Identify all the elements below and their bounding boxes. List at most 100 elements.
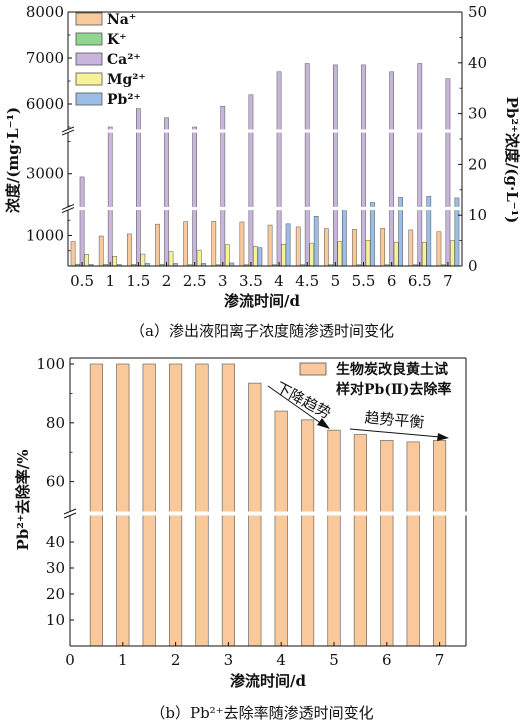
- chart-a-bars: [70, 63, 460, 267]
- x-tick-label-1: 1: [118, 651, 128, 669]
- y2-tick-label-10: 10: [468, 206, 487, 224]
- legend-label-na: Na⁺: [107, 12, 136, 28]
- legend-label-line-0: 生物炭改良黄土试: [336, 361, 448, 378]
- y-tick-label-3000: 3000: [26, 165, 64, 183]
- chart-a-axes: 1000 3000 6000 7000 8000 0 10 20 30 40 50 0.5 1 1.5 2 2…: [26, 3, 487, 290]
- y-tick-label-100: 100: [36, 355, 65, 373]
- chart-b-caption: （b）Pb²⁺去除率随渗透时间变化: [150, 704, 373, 722]
- bar-removal-1: [116, 363, 130, 647]
- y-tick-label-30: 30: [46, 559, 65, 577]
- x-tick-label-1-5: 1.5: [126, 272, 150, 290]
- x-tick-label-7: 7: [443, 272, 453, 290]
- annotation-balance-arrowhead: [437, 433, 449, 441]
- bar-na-4-5: [295, 226, 301, 267]
- bar-pb-4: [285, 223, 291, 267]
- bar-mg-3-5: [253, 246, 258, 267]
- axis-break-gap-1: [62, 129, 468, 133]
- x-tick-label-3-5: 3.5: [239, 272, 263, 290]
- y-tick-label-20: 20: [46, 585, 65, 603]
- bar-na-3-5: [239, 221, 245, 267]
- bar-ca-3-5: [248, 94, 254, 267]
- break-mark-0: [63, 508, 77, 515]
- bar-na-5-5: [352, 229, 357, 267]
- bar-removal-0-5: [89, 363, 103, 647]
- y-tick-label-7000: 7000: [26, 49, 64, 67]
- bar-na-3: [211, 221, 217, 267]
- bar-na-2: [155, 223, 160, 267]
- y-tick-label-10: 10: [46, 611, 65, 629]
- bar-mg-6: [393, 241, 399, 267]
- bar-removal-4-5: [301, 419, 315, 647]
- bar-ca-2: [164, 117, 169, 267]
- x-tick-label-7: 7: [435, 651, 445, 669]
- x-tick-label-4: 4: [274, 272, 284, 290]
- bar-removal-2: [169, 363, 183, 647]
- bar-mg-4-5: [309, 243, 315, 267]
- x-tick-label-5: 5: [331, 272, 341, 290]
- bar-ca-5: [333, 64, 338, 267]
- y-tick-label-6000: 6000: [26, 95, 64, 113]
- bar-mg-3: [224, 244, 230, 267]
- bar-ca-1: [107, 126, 113, 267]
- legend-swatch-pb: [75, 92, 103, 106]
- chart-b-ylabel: Pb²⁺去除率/%: [14, 450, 32, 551]
- y-tick-label-40: 40: [46, 533, 65, 551]
- bar-na-1-5: [127, 233, 132, 267]
- chart-a-caption: （a）渗出液阳离子浓度随渗透时间变化: [130, 322, 394, 340]
- bar-ca-5-5: [361, 64, 366, 267]
- bar-mg-1: [112, 255, 118, 267]
- y2-tick-label-50: 50: [468, 3, 487, 21]
- chart-a: 1000 3000 6000 7000 8000 0 10 20 30 40 50 0.5 1 1.5 2 2…: [4, 3, 521, 340]
- bar-mg-6-5: [421, 241, 427, 267]
- bar-removal-2-5: [195, 363, 209, 647]
- legend-swatch-mg: [75, 72, 103, 86]
- bar-na-4: [267, 224, 273, 267]
- bar-pb-5-5: [370, 202, 375, 267]
- legend-swatch-ca: [75, 52, 103, 66]
- bar-na-7: [436, 231, 442, 267]
- y2-tick-label-30: 30: [468, 105, 487, 123]
- x-tick-label-1: 1: [105, 272, 115, 290]
- bar-pb-6-5: [426, 196, 432, 267]
- bar-removal-4: [274, 410, 288, 647]
- bar-ca-4-5: [304, 63, 310, 267]
- legend-label-mg: Mg²⁺: [107, 72, 146, 88]
- chart-b-bars: [89, 363, 447, 647]
- bar-ca-2-5: [192, 126, 197, 267]
- y2-tick-label-0: 0: [468, 257, 478, 275]
- bar-mg-0-5: [84, 254, 89, 267]
- legend-label-k: K⁺: [107, 32, 127, 48]
- axis-break-gap-0: [62, 206, 468, 211]
- x-tick-label-5-5: 5.5: [352, 272, 376, 290]
- x-tick-label-0-5: 0.5: [70, 272, 94, 290]
- chart-a-xlabel: 渗流时间/d: [224, 292, 300, 310]
- y-tick-label-8000: 8000: [26, 3, 64, 21]
- bar-ca-7: [445, 78, 451, 267]
- bar-mg-1-5: [140, 253, 146, 267]
- x-tick-label-3: 3: [218, 272, 228, 290]
- y-tick-label-60: 60: [46, 473, 65, 491]
- x-tick-label-2-5: 2.5: [183, 272, 207, 290]
- bar-pb-5: [342, 207, 347, 267]
- bar-na-1: [98, 235, 104, 267]
- bar-na-6-5: [408, 229, 414, 267]
- legend-label-ca: Ca²⁺: [107, 52, 141, 68]
- annotation-decline-arrowhead: [317, 418, 330, 429]
- chart-a-legend: Na⁺ K⁺ Ca²⁺ Mg²⁺ Pb²⁺: [75, 12, 146, 108]
- bar-mg-2: [168, 251, 174, 267]
- x-tick-label-5: 5: [329, 651, 339, 669]
- bar-removal-5: [327, 429, 341, 647]
- annotation-decline-arrow: [267, 385, 323, 425]
- x-tick-label-2: 2: [162, 272, 172, 290]
- bar-mg-7: [450, 240, 455, 267]
- break-mark-1: [63, 512, 77, 519]
- x-tick-label-0: 0: [65, 651, 75, 669]
- break-mark-0-1: [61, 207, 75, 214]
- bar-na-6: [380, 228, 385, 267]
- annotation-balance-text: 趋势平衡: [364, 408, 425, 431]
- chart-b: 10 20 30 40 60 80 100 0 1 2 3 4 5 6 7 Pb²⁺去除率/% 渗流时间/d…: [14, 355, 472, 722]
- break-mark-1-1: [61, 129, 75, 136]
- x-tick-label-4-5: 4.5: [295, 272, 319, 290]
- x-tick-label-2: 2: [171, 651, 181, 669]
- bar-mg-2-5: [196, 249, 202, 267]
